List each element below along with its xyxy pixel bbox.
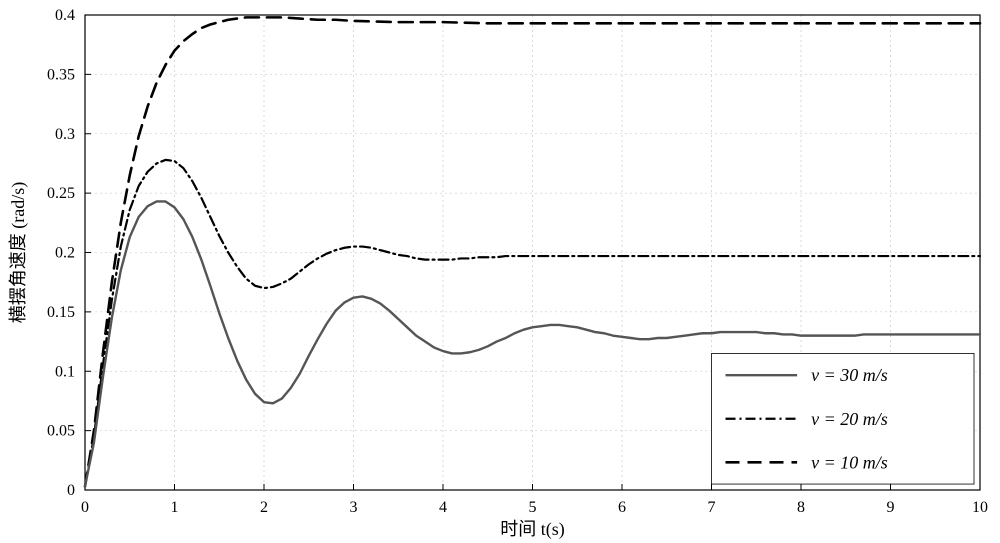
x-tick-label: 9 bbox=[887, 499, 895, 516]
x-tick-label: 3 bbox=[350, 499, 358, 516]
x-tick-label: 2 bbox=[260, 499, 268, 516]
x-axis-label: 时间 t(s) bbox=[500, 519, 565, 540]
x-tick-label: 4 bbox=[439, 499, 447, 516]
y-tick-label: 0.15 bbox=[47, 304, 75, 321]
x-tick-label: 8 bbox=[797, 499, 805, 516]
y-tick-label: 0.1 bbox=[55, 363, 75, 380]
y-tick-label: 0 bbox=[67, 482, 75, 499]
y-tick-label: 0.35 bbox=[47, 66, 75, 83]
x-tick-label: 10 bbox=[972, 499, 988, 516]
x-tick-label: 6 bbox=[618, 499, 626, 516]
y-axis-label: 横摆角速度 (rad/s) bbox=[8, 182, 29, 323]
x-tick-label: 1 bbox=[171, 499, 179, 516]
y-tick-label: 0.4 bbox=[55, 7, 75, 24]
line-chart: 0 1 2 3 4 5 6 7 8 9 10 0 0.05 0.1 0.15 0.2 0.25 0.3 0.35 0.… bbox=[0, 0, 1000, 543]
chart-container: 0 1 2 3 4 5 6 7 8 9 10 0 0.05 0.1 0.15 0.2 0.25 0.3 0.35 0.… bbox=[0, 0, 1000, 543]
legend-label: v = 10 m/s bbox=[811, 452, 888, 472]
y-tick-label: 0.2 bbox=[55, 245, 75, 262]
legend-label: v = 20 m/s bbox=[811, 409, 888, 429]
y-tick-label: 0.3 bbox=[55, 126, 75, 143]
x-tick-label: 7 bbox=[708, 499, 716, 516]
y-tick-label: 0.05 bbox=[47, 423, 75, 440]
x-tick-label: 5 bbox=[529, 499, 537, 516]
x-tick-label: 0 bbox=[81, 499, 89, 516]
legend-label: v = 30 m/s bbox=[811, 365, 888, 385]
y-tick-label: 0.25 bbox=[47, 185, 75, 202]
